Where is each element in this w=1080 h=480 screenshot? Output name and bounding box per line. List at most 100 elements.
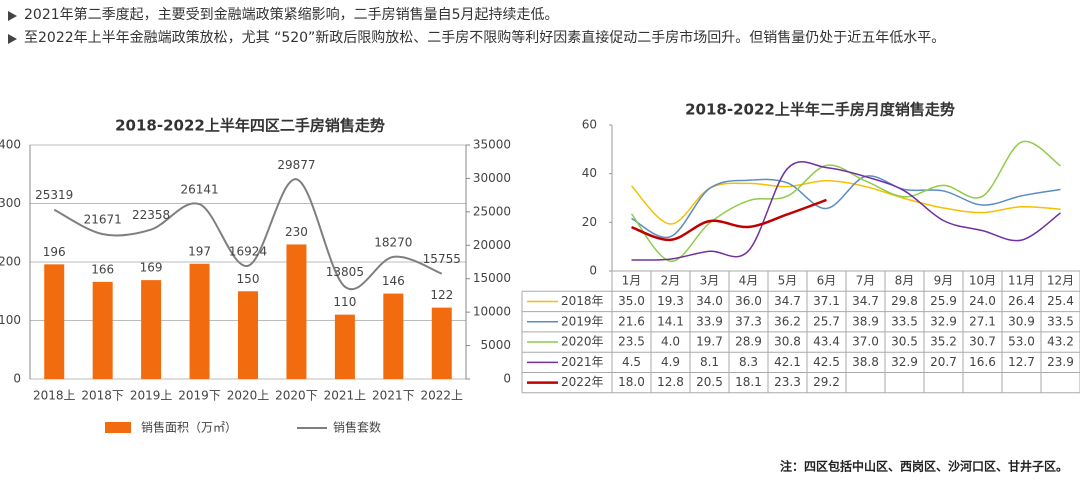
table-cell: 25.9 [930, 294, 957, 308]
legend-label: 销售面积（万㎡） [141, 420, 237, 435]
line-label: 18270 [374, 235, 412, 249]
table-cell: 43.2 [1047, 335, 1074, 349]
table-cell: 26.4 [1008, 294, 1035, 308]
table-cell: 19.3 [657, 294, 684, 308]
table-cell: 35.2 [930, 335, 957, 349]
table-cell: 38.8 [852, 355, 879, 369]
line-label: 25319 [35, 188, 73, 202]
bar-label: 197 [188, 244, 211, 258]
table-cell: 14.1 [657, 314, 684, 328]
line-label: 13805 [326, 265, 364, 279]
y2-tick-label: 25000 [473, 204, 511, 218]
table-cell: 30.5 [891, 335, 918, 349]
table-cell: 34.7 [852, 294, 879, 308]
bar [189, 263, 210, 379]
line [630, 140, 1061, 263]
table-cell: 35.0 [618, 294, 645, 308]
table-cell: 28.9 [735, 335, 762, 349]
table-cell: 23.3 [774, 375, 801, 389]
table-cell: 12.7 [1008, 355, 1035, 369]
bar [44, 264, 65, 379]
x-tick-label: 4月 [739, 274, 759, 288]
line-label: 22358 [132, 208, 170, 222]
table-cell: 32.9 [891, 355, 918, 369]
x-tick-label: 2019下 [178, 389, 221, 403]
table-cell: 32.9 [930, 314, 957, 328]
table-cell: 4.9 [661, 355, 680, 369]
x-tick-label: 2020下 [275, 389, 318, 403]
bar-label: 110 [333, 295, 356, 309]
bar [238, 291, 258, 379]
x-tick-label: 2020上 [227, 389, 270, 403]
y2-tick-label: 5000 [480, 338, 511, 352]
bar [92, 281, 113, 379]
table-cell: 19.7 [696, 335, 723, 349]
table-cell: 23.5 [618, 335, 645, 349]
y-tick-label: 300 [0, 196, 21, 210]
table-cell: 8.1 [700, 355, 719, 369]
x-tick-label: 11月 [1008, 274, 1035, 288]
legend-label: 销售套数 [333, 420, 381, 435]
legend-swatch [105, 422, 131, 433]
table-cell: 25.4 [1047, 294, 1074, 308]
legend-label: 2021年 [561, 355, 604, 369]
y2-tick-label: 35000 [473, 138, 511, 152]
y-tick-label: 40 [582, 166, 597, 180]
y2-tick-label: 0 [503, 372, 511, 386]
chart-title: 2018-2022上半年四区二手房销售走势 [115, 117, 385, 135]
x-tick-label: 7月 [856, 274, 876, 288]
note: 注：四区包括中山区、西岗区、沙河口区、甘井子区。 [780, 459, 1068, 474]
bar-label: 169 [140, 261, 163, 275]
bullet: 2021年第二季度起，主要受到金融端政策紧缩影响，二手房销售量自5月起持续走低。 [6, 4, 1066, 27]
legend-label: 2020年 [561, 335, 604, 349]
table-cell: 20.5 [696, 375, 723, 389]
table-cell: 25.7 [813, 314, 840, 328]
bar-label: 230 [285, 225, 308, 239]
table-cell: 36.0 [735, 294, 762, 308]
table-cell: 30.7 [969, 335, 996, 349]
line-label: 16924 [229, 244, 267, 258]
table-cell: 18.0 [618, 375, 645, 389]
line [631, 175, 1061, 239]
line-label: 21671 [84, 213, 122, 227]
line [630, 179, 1061, 225]
legend-label: 2022年 [561, 375, 604, 389]
bullet-list: 2021年第二季度起，主要受到金融端政策紧缩影响，二手房销售量自5月起持续走低。… [6, 4, 1066, 50]
x-tick-label: 12月 [1047, 274, 1074, 288]
table-cell: 37.1 [813, 294, 840, 308]
table-cell: 43.4 [813, 335, 840, 349]
table-cell: 38.9 [852, 314, 879, 328]
x-tick-label: 2019上 [130, 389, 173, 403]
bar [141, 280, 162, 379]
table-cell: 53.0 [1008, 335, 1035, 349]
table-cell: 33.5 [1047, 314, 1074, 328]
table-cell: 34.0 [696, 294, 723, 308]
table-cell: 34.7 [774, 294, 801, 308]
x-tick-label: 5月 [778, 274, 798, 288]
table-cell: 42.1 [774, 355, 801, 369]
table-cell: 24.0 [969, 294, 996, 308]
y-tick-label: 0 [13, 372, 21, 386]
y-tick-label: 100 [0, 313, 21, 327]
y-tick-label: 200 [0, 255, 21, 269]
legend-label: 2018年 [561, 294, 604, 308]
x-tick-label: 3月 [700, 274, 720, 288]
y2-tick-label: 30000 [473, 171, 511, 185]
y2-tick-label: 10000 [473, 305, 511, 319]
bar-label: 196 [43, 245, 66, 259]
table-cell: 36.2 [774, 314, 801, 328]
table-cell: 18.1 [735, 375, 762, 389]
legend-label: 2019年 [561, 314, 604, 328]
table-cell: 21.6 [618, 314, 645, 328]
line [53, 178, 443, 291]
line [631, 198, 827, 242]
x-tick-label: 2021上 [324, 389, 367, 403]
bar-label: 122 [430, 288, 453, 302]
table-cell: 30.9 [1008, 314, 1035, 328]
y-tick-label: 60 [582, 118, 597, 132]
table-cell: 29.2 [813, 375, 840, 389]
x-tick-label: 2018下 [81, 389, 124, 403]
table-cell: 12.8 [657, 375, 684, 389]
x-tick-label: 8月 [895, 274, 915, 288]
